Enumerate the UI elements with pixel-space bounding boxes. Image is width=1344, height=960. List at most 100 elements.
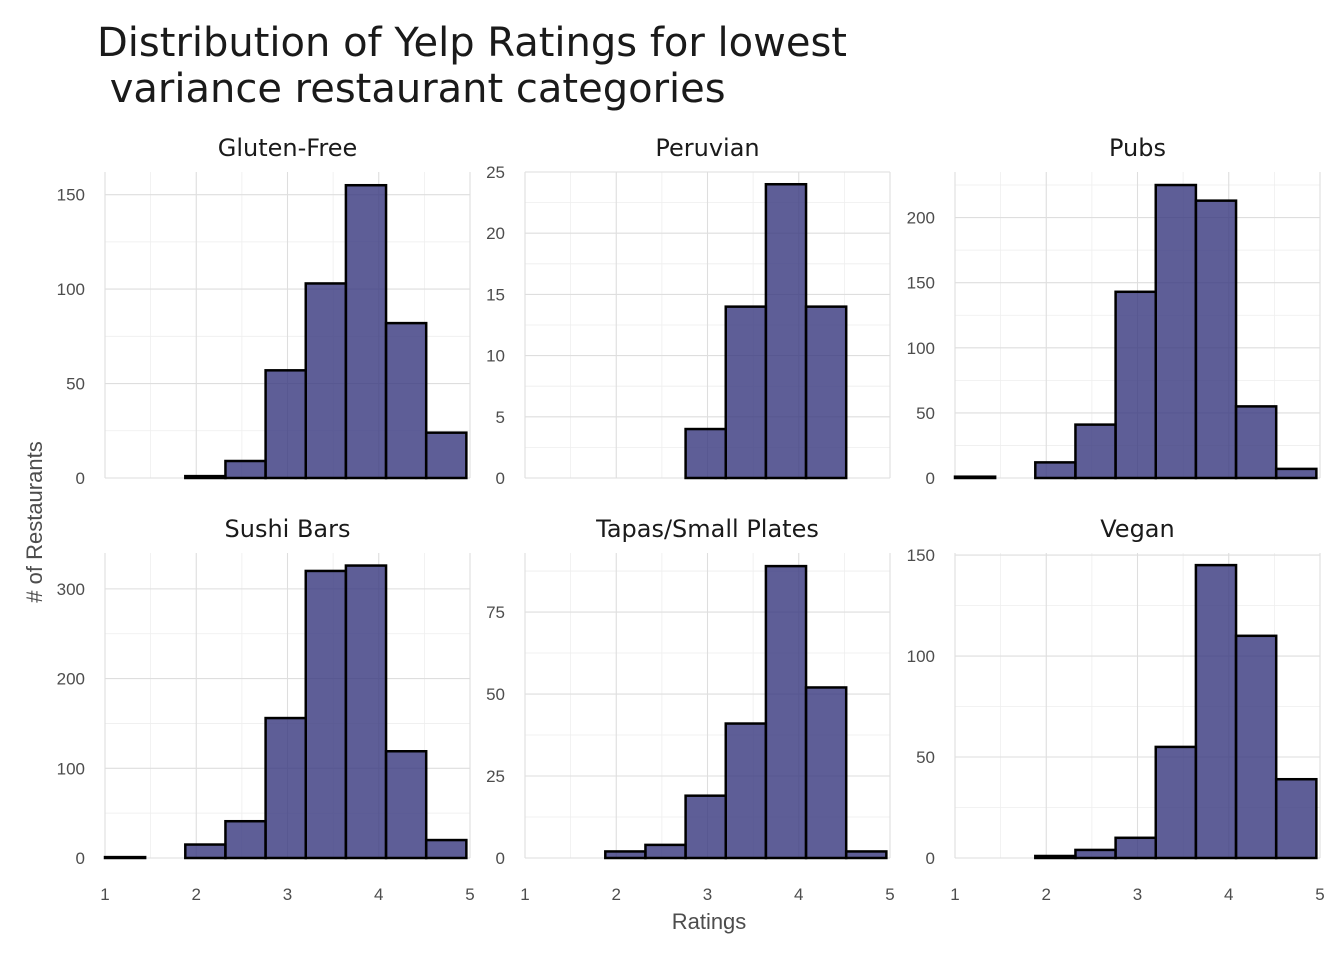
- x-tick-label: 1: [100, 885, 109, 904]
- panel-2: Pubs 0 50 100 150 200: [907, 134, 1321, 488]
- histogram-bar: [264, 369, 308, 480]
- facet-label: Tapas/Small Plates: [595, 515, 819, 543]
- facet-label: Vegan: [1100, 515, 1174, 543]
- panel-4: Tapas/Small Plates 0 25 50 75 1 2 3 4 5: [486, 515, 895, 904]
- panel-0: Gluten-Free 0 50 100 150: [57, 134, 471, 488]
- x-axis-title: Ratings: [672, 909, 747, 934]
- facet-label: Gluten-Free: [218, 134, 357, 162]
- x-tick-label: 4: [374, 885, 383, 904]
- histogram-bar: [1234, 405, 1278, 480]
- x-tick-label: 3: [1133, 885, 1142, 904]
- histogram-bar: [344, 183, 388, 480]
- panel-1: Peruvian 0 5 10 15 20 25: [486, 134, 891, 488]
- y-tick-label: 100: [57, 280, 85, 299]
- facet-label: Pubs: [1109, 134, 1166, 162]
- histogram-bar: [684, 794, 727, 860]
- panel-3: Sushi Bars 0 100 200 300 1 2 3 4 5: [57, 515, 475, 904]
- y-tick-label: 200: [57, 670, 85, 689]
- histogram-bar: [1274, 777, 1318, 860]
- histogram-bar: [384, 750, 428, 860]
- histogram-bar: [103, 855, 147, 860]
- y-tick-label: 20: [486, 224, 505, 243]
- chart-title-line: Distribution of Yelp Ratings for lowest: [97, 20, 847, 66]
- y-tick-label: 0: [496, 849, 505, 868]
- histogram-bar: [764, 564, 808, 860]
- histogram-bar: [684, 427, 727, 480]
- histogram-bar: [384, 321, 428, 480]
- histogram-bar: [1074, 423, 1117, 480]
- y-tick-label: 150: [907, 274, 935, 293]
- histogram-bar: [953, 475, 997, 480]
- histogram-bar: [1194, 563, 1238, 860]
- chart-title: Distribution of Yelp Ratings for lowest …: [97, 20, 847, 112]
- y-tick-label: 75: [486, 603, 505, 622]
- x-tick-label: 5: [1315, 885, 1324, 904]
- facet-label: Sushi Bars: [225, 515, 351, 543]
- y-tick-label: 25: [486, 163, 505, 182]
- y-tick-label: 150: [907, 546, 935, 565]
- chart-title-line: variance restaurant categories: [97, 66, 726, 112]
- y-tick-label: 10: [486, 347, 505, 366]
- histogram-bar: [424, 838, 468, 860]
- y-tick-label: 15: [486, 285, 505, 304]
- histogram-bar: [1154, 183, 1198, 480]
- histogram-bar: [344, 564, 388, 860]
- y-tick-label: 100: [907, 339, 935, 358]
- y-axis-title: # of Restaurants: [22, 441, 47, 602]
- y-tick-label: 50: [66, 375, 85, 394]
- x-tick-label: 3: [703, 885, 712, 904]
- x-tick-label: 1: [520, 885, 529, 904]
- histogram-bar: [224, 819, 267, 860]
- histogram-bar: [1114, 836, 1157, 860]
- histogram-bar: [184, 843, 227, 860]
- histogram-bar: [764, 182, 808, 480]
- y-tick-label: 300: [57, 580, 85, 599]
- y-tick-label: 50: [916, 748, 935, 767]
- y-tick-label: 0: [926, 849, 935, 868]
- x-tick-label: 4: [1224, 885, 1233, 904]
- histogram-bar: [1114, 290, 1157, 480]
- histogram-bar: [1234, 634, 1278, 860]
- y-tick-label: 100: [57, 759, 85, 778]
- x-tick-label: 1: [950, 885, 959, 904]
- y-tick-label: 200: [907, 209, 935, 228]
- histogram-bar: [604, 850, 647, 860]
- x-tick-label: 3: [283, 885, 292, 904]
- x-tick-label: 2: [192, 885, 201, 904]
- histogram-bar: [844, 850, 888, 860]
- y-tick-label: 50: [486, 685, 505, 704]
- y-tick-label: 50: [916, 404, 935, 423]
- panel-5: Vegan 0 50 100 150 1 2 3 4 5: [907, 515, 1325, 904]
- facet-label: Peruvian: [655, 134, 759, 162]
- y-tick-label: 5: [496, 408, 505, 427]
- x-tick-label: 5: [885, 885, 894, 904]
- histogram-bar: [304, 569, 348, 860]
- histogram-bar: [1194, 199, 1238, 480]
- histogram-bar: [1154, 745, 1198, 860]
- histogram-bar: [424, 431, 468, 480]
- histogram-bar: [264, 716, 308, 860]
- histogram-bar: [1074, 848, 1117, 860]
- histogram-bar: [1034, 461, 1077, 480]
- y-tick-label: 0: [76, 469, 85, 488]
- histogram-bar: [184, 474, 227, 480]
- histogram-bar: [804, 686, 848, 860]
- histogram-bar: [304, 282, 348, 480]
- x-tick-label: 4: [794, 885, 803, 904]
- y-tick-label: 0: [926, 469, 935, 488]
- y-tick-label: 150: [57, 186, 85, 205]
- histogram-bar: [1034, 854, 1077, 860]
- x-tick-label: 2: [1042, 885, 1051, 904]
- y-tick-label: 25: [486, 767, 505, 786]
- panels: Gluten-Free050100150Peruvian0510152025Pu…: [57, 134, 1325, 904]
- y-tick-label: 100: [907, 647, 935, 666]
- y-tick-label: 0: [496, 469, 505, 488]
- y-tick-label: 0: [76, 849, 85, 868]
- histogram-bar: [724, 305, 768, 480]
- x-tick-label: 2: [612, 885, 621, 904]
- histogram-bar: [724, 722, 768, 860]
- histogram-bar: [644, 843, 687, 860]
- histogram-bar: [224, 459, 267, 480]
- histogram-bar: [804, 305, 848, 480]
